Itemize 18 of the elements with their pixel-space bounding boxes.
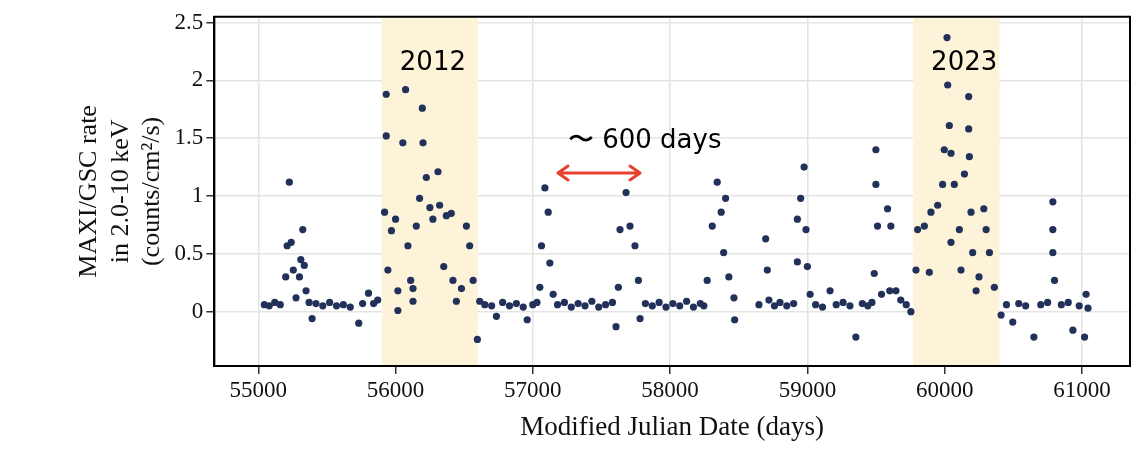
y-tick-label: 1.5 [174,124,204,150]
annotation: 〜 600 days [567,123,722,154]
x-axis-title: Modified Julian Date (days) [520,410,825,441]
x-tick-label: 58000 [641,376,699,402]
y-tick-label: 0 [191,297,204,323]
x-tick-label: 60000 [915,376,974,402]
x-tick-label: 59000 [778,376,837,402]
x-tick-label: 55000 [229,376,288,402]
band-label: 2012 [399,45,466,76]
y-axis-title: MAXI/GSC rate in 2.0-10 keV (counts/cm²/s) [73,105,165,278]
x-tick-label: 61000 [1053,376,1111,402]
y-tick-label: 2.5 [174,8,204,34]
x-tick-label: 57000 [504,376,562,402]
y-tick-label: 2 [191,66,204,92]
y-tick-label: 1 [191,182,204,208]
band-label: 2023 [931,45,998,76]
y-tick-label: 0.5 [174,239,204,265]
x-tick-label: 56000 [366,376,425,402]
